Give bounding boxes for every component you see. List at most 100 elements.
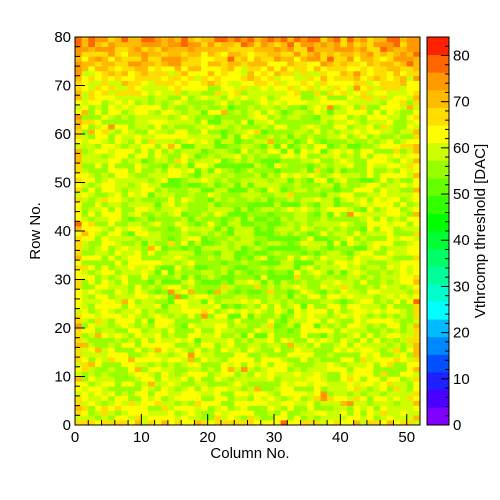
heatmap-cell (201, 56, 208, 62)
heatmap-cell (400, 109, 408, 115)
heatmap-cell (267, 158, 275, 164)
heatmap-cell (128, 46, 136, 52)
heatmap-cell (333, 61, 341, 67)
heatmap-cell (194, 56, 202, 62)
color-scale-tick-label: 50 (453, 186, 470, 203)
heatmap-cell (360, 347, 368, 353)
heatmap-cell (214, 386, 222, 392)
heatmap-cell (413, 143, 421, 149)
heatmap-cell (147, 80, 155, 86)
heatmap-cell (181, 294, 189, 300)
heatmap-cell (360, 420, 368, 426)
heatmap-cell (400, 318, 408, 324)
heatmap-cell (207, 245, 215, 251)
heatmap-cell (154, 109, 162, 115)
heatmap-cell (313, 148, 321, 154)
heatmap-cell (227, 342, 235, 348)
heatmap-cell (307, 197, 315, 203)
heatmap-cell (393, 129, 401, 135)
heatmap-cell (75, 381, 82, 387)
heatmap-cell (293, 134, 301, 140)
heatmap-cell (234, 158, 242, 164)
heatmap-cell (274, 153, 281, 159)
heatmap-cell (366, 298, 374, 305)
heatmap-cell (181, 158, 189, 164)
heatmap-cell (300, 313, 308, 319)
heatmap-cell (88, 177, 96, 183)
heatmap-cell (167, 420, 175, 426)
heatmap-cell (353, 260, 361, 266)
heatmap-cell (181, 66, 189, 72)
heatmap-cell (220, 405, 228, 411)
heatmap-cell (373, 289, 381, 295)
heatmap-cell (121, 410, 129, 416)
heatmap-cell (347, 37, 354, 43)
heatmap-cell (167, 90, 175, 96)
heatmap-cell (75, 274, 82, 280)
heatmap-cell (240, 298, 248, 305)
heatmap-cell (75, 148, 82, 154)
heatmap-cell (254, 211, 262, 217)
heatmap-cell (287, 395, 295, 402)
heatmap-cell (114, 134, 122, 140)
heatmap-cell (260, 187, 268, 193)
heatmap-cell (141, 361, 149, 368)
heatmap-cell (340, 274, 348, 280)
heatmap-cell (313, 245, 321, 251)
heatmap-cell (207, 279, 215, 285)
heatmap-cell (280, 197, 288, 203)
heatmap-cell (406, 332, 414, 338)
heatmap-cell (121, 158, 129, 164)
heatmap-cell (300, 187, 308, 193)
heatmap-cell (293, 109, 301, 115)
heatmap-cell (174, 211, 182, 217)
heatmap-cell (181, 235, 189, 241)
heatmap-cell (141, 357, 149, 363)
heatmap-cell (340, 109, 348, 115)
heatmap-cell (386, 400, 394, 406)
heatmap-cell (227, 177, 235, 183)
heatmap-cell (94, 158, 102, 164)
heatmap-cell (254, 221, 262, 227)
heatmap-cell (81, 119, 89, 125)
heatmap-cell (207, 216, 215, 222)
heatmap-cell (373, 167, 381, 174)
heatmap-cell (101, 104, 109, 111)
heatmap-cell (293, 216, 301, 222)
heatmap-cell (88, 371, 96, 377)
heatmap-cell (128, 313, 136, 319)
heatmap-cell (247, 347, 255, 353)
heatmap-cell (247, 323, 255, 329)
heatmap-cell (274, 410, 281, 416)
color-scale-swatch (427, 266, 449, 285)
color-scale-swatch (427, 319, 449, 338)
heatmap-cell (234, 294, 242, 300)
heatmap-cell (260, 250, 268, 256)
heatmap-cell (88, 342, 96, 348)
heatmap-cell (134, 235, 142, 241)
heatmap-cell (187, 61, 195, 67)
heatmap-cell (108, 216, 116, 222)
heatmap-cell (201, 323, 208, 329)
heatmap-cell (81, 235, 89, 241)
heatmap-cell (114, 420, 122, 426)
heatmap-cell (101, 124, 109, 130)
heatmap-cell (174, 148, 182, 154)
heatmap-cell (88, 167, 96, 174)
heatmap-cell (108, 226, 116, 232)
heatmap-cell (393, 274, 401, 280)
heatmap-cell (280, 289, 288, 295)
heatmap-cell (406, 386, 414, 392)
heatmap-cell (287, 119, 295, 125)
heatmap-cell (167, 289, 175, 295)
heatmap-cell (386, 279, 394, 285)
heatmap-cell (147, 381, 155, 387)
heatmap-cell (393, 226, 401, 232)
heatmap-cell (327, 415, 335, 421)
heatmap-cell (128, 405, 136, 411)
heatmap-cell (260, 138, 268, 144)
heatmap-cell (234, 177, 242, 183)
heatmap-cell (75, 361, 82, 368)
heatmap-cell (400, 124, 408, 130)
heatmap-cell (400, 420, 408, 426)
